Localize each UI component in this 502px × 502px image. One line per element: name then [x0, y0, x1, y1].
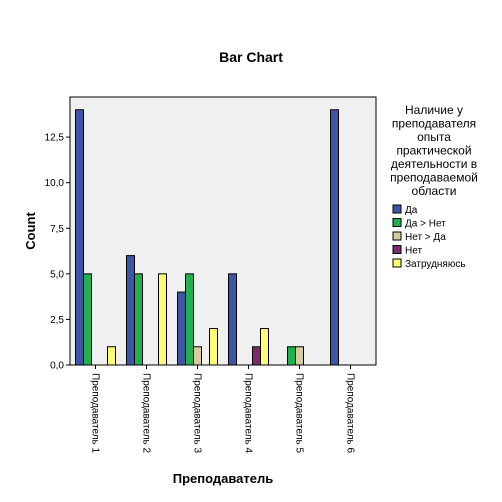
bar — [185, 273, 194, 366]
x-tick-label: Преподаватель 1 — [90, 373, 101, 454]
legend-title-line: деятельности в — [391, 157, 477, 171]
bar — [287, 346, 296, 366]
y-axis-label: Count — [23, 212, 38, 250]
x-axis-label: Преподаватель — [173, 471, 274, 486]
bar — [75, 109, 84, 366]
y-tick-label: 12,5 — [45, 133, 65, 144]
bar — [260, 328, 269, 366]
bar — [330, 109, 339, 366]
bar — [134, 273, 143, 366]
bar — [177, 291, 186, 366]
legend-swatch — [392, 245, 402, 254]
legend-title-line: опыта — [417, 130, 451, 144]
x-tick-label: Преподаватель 2 — [141, 373, 152, 454]
legend-title-line: практической — [396, 144, 471, 158]
x-axis: Преподаватель 1 Преподаватель 2 Преподават… — [90, 365, 356, 454]
legend-swatch — [392, 231, 402, 241]
legend: Наличие упреподавателяопытапрактическойд… — [390, 103, 478, 270]
legend-title-line: Наличие у — [405, 103, 463, 117]
x-tick-label: Преподаватель 3 — [192, 373, 203, 454]
bar — [228, 273, 237, 366]
y-tick-label: 2,5 — [50, 315, 64, 326]
y-tick-label: 5,0 — [50, 269, 64, 280]
bar — [158, 273, 167, 366]
legend-title-line: преподавателя — [392, 117, 476, 131]
legend-swatch — [392, 218, 402, 227]
bars-group — [75, 109, 339, 366]
y-tick-label: 0,0 — [50, 361, 64, 372]
bar — [107, 346, 116, 366]
legend-title-line: области — [412, 184, 457, 198]
x-tick-label: Преподаватель 4 — [243, 373, 254, 454]
plot-area — [69, 96, 377, 366]
x-tick-label: Преподаватель 5 — [294, 373, 305, 454]
bar — [209, 328, 218, 366]
legend-swatch — [392, 204, 402, 214]
y-tick-label: 7,5 — [50, 224, 64, 235]
legend-label: Да — [405, 205, 418, 216]
legend-title-line: преподаваемой — [390, 171, 478, 185]
bar — [252, 346, 261, 366]
bar — [295, 346, 304, 366]
legend-label: Да > Нет — [405, 219, 446, 230]
y-axis: 0,0 2,5 5,0 7,5 10,0 12,5 — [45, 133, 70, 372]
legend-swatch — [392, 258, 402, 268]
legend-label: Нет — [405, 246, 422, 257]
x-tick-label: Преподаватель 6 — [345, 373, 356, 454]
y-tick-label: 10,0 — [45, 178, 65, 189]
legend-label: Затрудняюсь — [405, 259, 466, 270]
chart-title: Bar Chart — [219, 49, 283, 65]
bar — [193, 346, 202, 366]
bar — [83, 273, 92, 366]
bar — [126, 255, 135, 366]
legend-label: Нет > Да — [405, 232, 446, 243]
